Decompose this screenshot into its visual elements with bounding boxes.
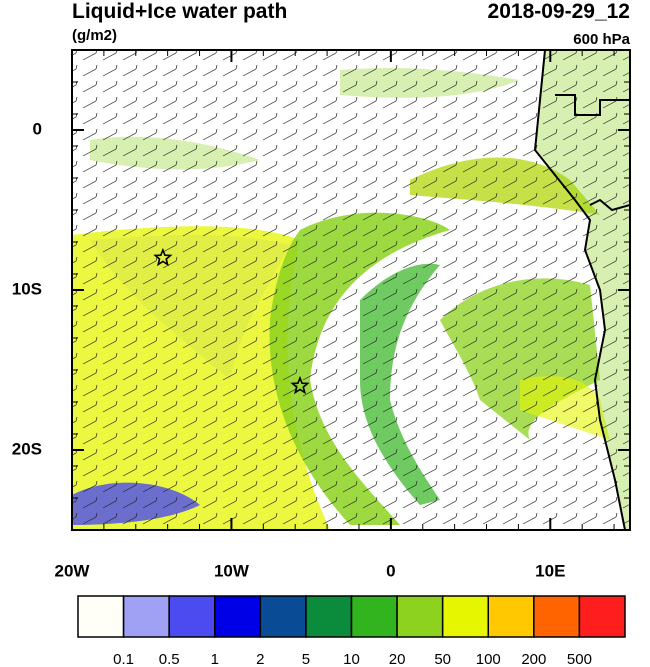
- colorbar-label: 100: [476, 651, 501, 667]
- coastline: [533, 50, 626, 530]
- colorbar-box: [305, 595, 353, 638]
- colorbar-label: 50: [434, 651, 451, 667]
- colorbar-label: 10: [343, 651, 360, 667]
- colorbar-label: 200: [521, 651, 546, 667]
- colorbar-box: [77, 595, 125, 638]
- y-tick-label: 0: [33, 119, 42, 138]
- colorbar-box: [487, 595, 535, 638]
- colorbar-label: 0.5: [159, 651, 180, 667]
- x-tick-label: 0: [386, 561, 395, 580]
- colorbar-box: [441, 595, 489, 638]
- level: 600 hPa: [573, 31, 630, 48]
- colorbar-box: [350, 595, 398, 638]
- x-tick-label: 10W: [214, 561, 250, 580]
- wind-barbs: [72, 50, 630, 530]
- colorbar-box: [259, 595, 307, 638]
- y-tick-label: 10S: [12, 279, 42, 298]
- colorbar-label: 0.1: [113, 651, 134, 667]
- y-tick-label: 20S: [12, 439, 42, 458]
- colorbar-box: [578, 595, 626, 638]
- units: (g/m2): [72, 27, 117, 44]
- colorbar-box: [122, 595, 170, 638]
- axes: 20W 10W 0 10E 0 10S 20S: [12, 49, 630, 580]
- station-marker: [153, 247, 173, 267]
- date: 2018-09-29_12: [488, 0, 630, 23]
- colorbar-label: 1: [211, 651, 219, 667]
- border: [555, 94, 630, 116]
- colorbar-box: [214, 595, 262, 638]
- title: Liquid+Ice water path: [72, 0, 287, 23]
- x-tick-label: 10E: [535, 561, 565, 580]
- x-tick-label: 20W: [55, 561, 91, 580]
- colorbar-label: 5: [302, 651, 310, 667]
- colorbar-box: [168, 595, 216, 638]
- station-marker: [290, 375, 310, 395]
- colorbar-box: [396, 595, 444, 638]
- colorbar-box: [533, 595, 581, 638]
- colorbar-label: 500: [567, 651, 592, 667]
- colorbar: 0.1 0.5 1 2 5 10 20 50 100 200 500: [77, 595, 626, 667]
- colorbar-label: 2: [256, 651, 264, 667]
- colorbar-label: 20: [389, 651, 406, 667]
- border: [589, 198, 630, 212]
- field: [72, 50, 630, 530]
